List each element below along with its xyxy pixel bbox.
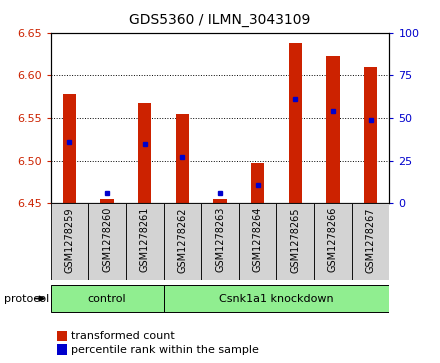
Text: GSM1278259: GSM1278259 — [64, 207, 74, 273]
Text: Csnk1a1 knockdown: Csnk1a1 knockdown — [219, 294, 334, 303]
Text: GSM1278263: GSM1278263 — [215, 207, 225, 273]
Bar — [239, 203, 276, 280]
Bar — [138, 103, 151, 203]
Bar — [164, 203, 201, 280]
Text: GSM1278267: GSM1278267 — [366, 207, 376, 273]
Bar — [326, 56, 340, 203]
Text: GDS5360 / ILMN_3043109: GDS5360 / ILMN_3043109 — [129, 13, 311, 27]
Bar — [289, 43, 302, 203]
Text: control: control — [88, 294, 126, 303]
Text: protocol: protocol — [4, 294, 50, 303]
Text: transformed count: transformed count — [71, 331, 175, 341]
Bar — [88, 203, 126, 280]
Text: GSM1278265: GSM1278265 — [290, 207, 300, 273]
Bar — [164, 285, 389, 313]
Bar — [126, 203, 164, 280]
Bar — [251, 163, 264, 203]
Bar — [51, 285, 164, 313]
Bar — [176, 114, 189, 203]
Bar — [63, 94, 76, 203]
Text: GSM1278262: GSM1278262 — [177, 207, 187, 273]
Bar — [314, 203, 352, 280]
Text: GSM1278266: GSM1278266 — [328, 207, 338, 273]
Bar — [100, 199, 114, 203]
Bar — [364, 67, 377, 203]
Text: GSM1278260: GSM1278260 — [102, 207, 112, 273]
Bar — [51, 203, 88, 280]
Bar — [276, 203, 314, 280]
Bar — [352, 203, 389, 280]
Text: GSM1278264: GSM1278264 — [253, 207, 263, 273]
Text: percentile rank within the sample: percentile rank within the sample — [71, 344, 259, 355]
Bar — [213, 199, 227, 203]
Bar — [201, 203, 239, 280]
Text: GSM1278261: GSM1278261 — [140, 207, 150, 273]
